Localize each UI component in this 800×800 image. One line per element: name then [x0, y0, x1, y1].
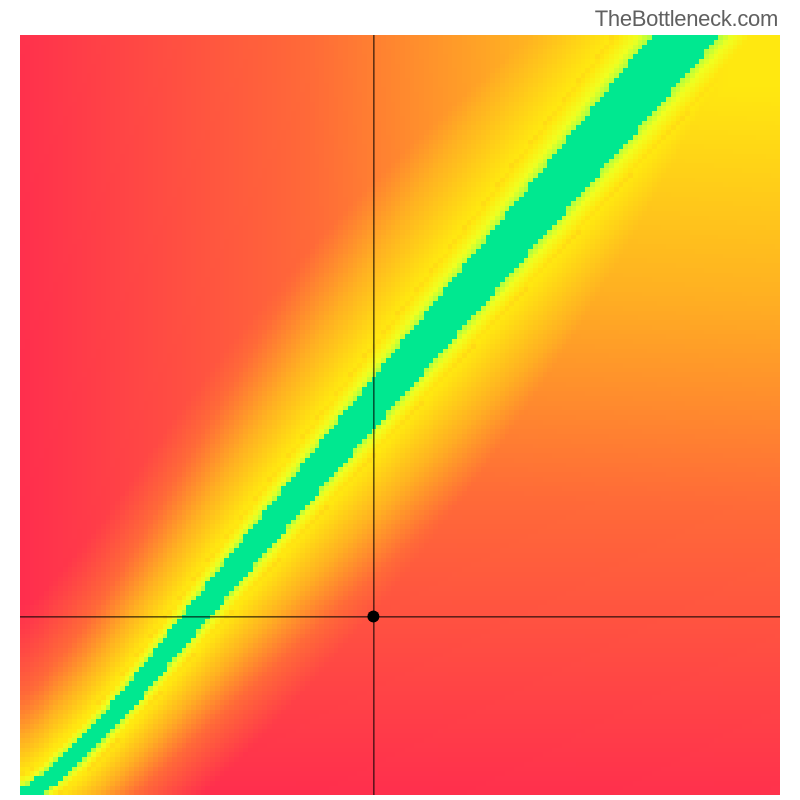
attribution-text: TheBottleneck.com: [595, 6, 778, 32]
bottleneck-heatmap: [20, 35, 780, 795]
